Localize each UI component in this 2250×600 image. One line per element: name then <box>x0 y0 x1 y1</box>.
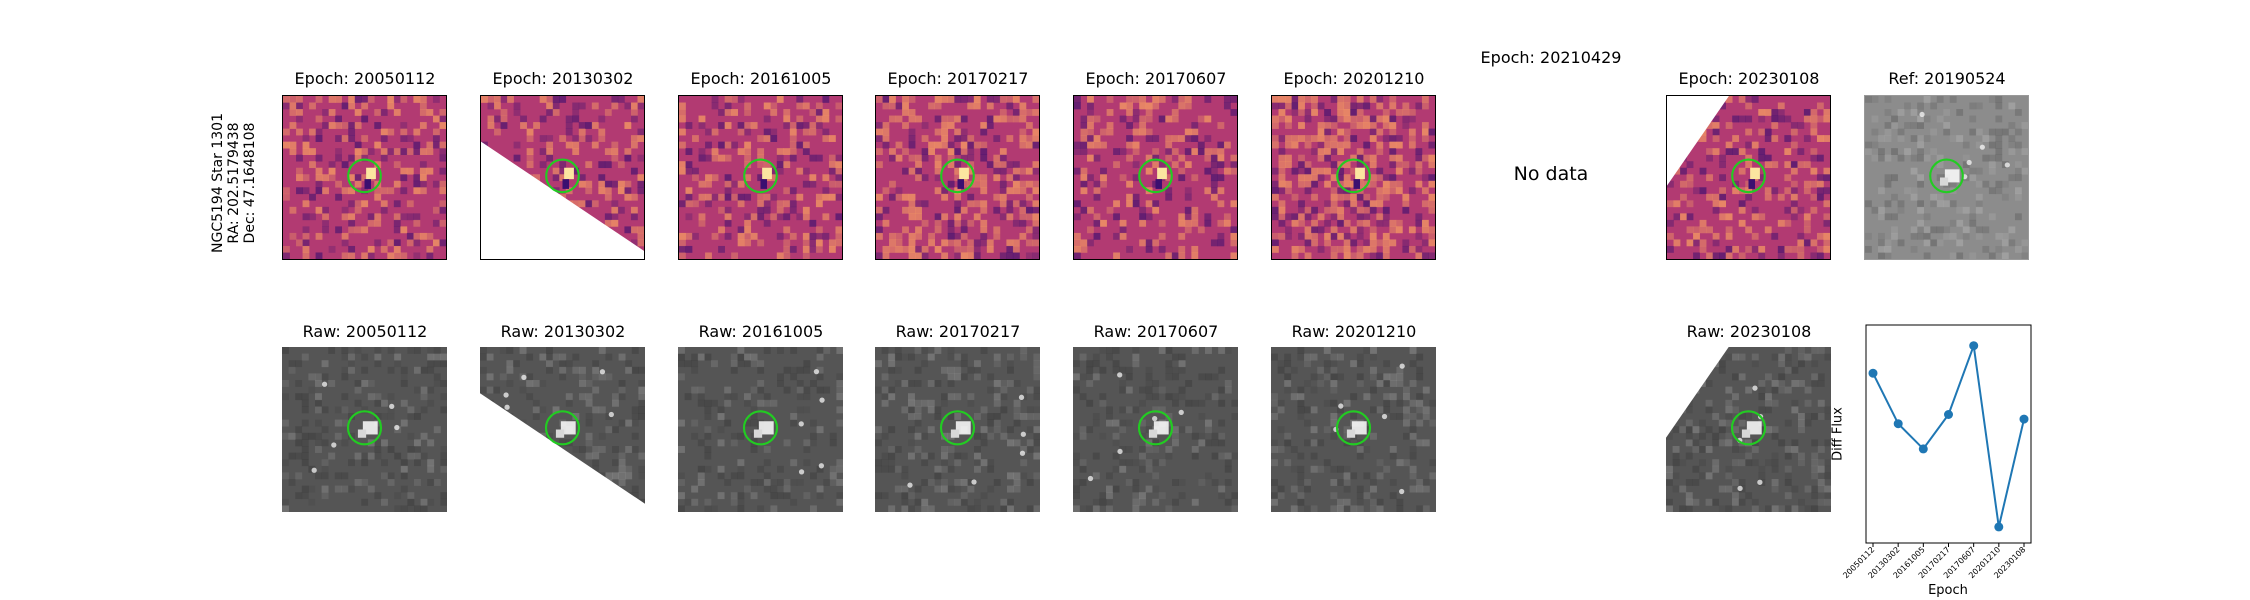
diff-image-20161005 <box>678 95 843 260</box>
raw-image-20170607 <box>1073 347 1238 512</box>
y-axis-label: Diff Flux <box>1830 407 1846 461</box>
raw-image-20161005 <box>678 347 843 512</box>
ref-image-20190524 <box>1864 95 2029 260</box>
title-raw-20161005: Raw: 20161005 <box>698 322 824 341</box>
x-axis-label: Epoch <box>1928 583 1968 598</box>
raw-image-20050112 <box>282 347 447 512</box>
star-ra: RA: 202.5179438 <box>226 122 242 244</box>
star-name: NGC5194 Star 1301 <box>210 113 226 253</box>
star-info-label: NGC5194 Star 1301 RA: 202.5179438 Dec: 4… <box>210 108 258 258</box>
diff-image-20050112 <box>282 95 447 260</box>
raw-image-20230108 <box>1666 347 1831 512</box>
plot-frame <box>1865 324 2032 544</box>
title-epoch-20130302: Epoch: 20130302 <box>492 69 634 88</box>
diff-flux-point <box>1969 341 1979 351</box>
diff-image-20201210 <box>1271 95 1436 260</box>
title-epoch-20050112: Epoch: 20050112 <box>294 69 436 88</box>
diff-flux-point <box>1994 522 2004 532</box>
title-raw-20201210: Raw: 20201210 <box>1291 322 1417 341</box>
title-epoch-20161005: Epoch: 20161005 <box>690 69 832 88</box>
title-ref-20190524: Ref: 20190524 <box>1888 69 2006 88</box>
diff-flux-plot: 2005011220130302201610052017021720170607… <box>1841 324 2032 580</box>
diff-image-20130302 <box>480 95 645 260</box>
no-data-label: No data <box>1513 163 1589 185</box>
diff-image-20230108 <box>1666 95 1831 260</box>
title-epoch-20230108: Epoch: 20230108 <box>1678 69 1820 88</box>
diff-image-20170217 <box>875 95 1040 260</box>
title-raw-20130302: Raw: 20130302 <box>500 322 626 341</box>
title-raw-20170217: Raw: 20170217 <box>895 322 1021 341</box>
raw-image-20201210 <box>1271 347 1436 512</box>
title-raw-20170607: Raw: 20170607 <box>1093 322 1219 341</box>
diff-flux-chart: 20050112 20130302 20161005 20170217 20170607… <box>1831 322 2032 598</box>
raw-image-20170217 <box>875 347 1040 512</box>
title-raw-20050112: Raw: 20050112 <box>302 322 428 341</box>
diff-flux-point <box>1944 410 1953 419</box>
diff-image-20170607 <box>1073 95 1238 260</box>
diff-flux-point <box>1918 444 1928 454</box>
title-epoch-20201210: Epoch: 20201210 <box>1283 69 1425 88</box>
diff-flux-point <box>1893 419 1903 429</box>
title-epoch-20170217: Epoch: 20170217 <box>887 69 1029 88</box>
diff-flux-point <box>2019 414 2029 424</box>
diff-flux-line <box>1872 345 2025 528</box>
title-epoch-20210429: Epoch: 20210429 <box>1480 48 1622 67</box>
star-dec: Dec: 47.1648108 <box>242 122 258 244</box>
raw-image-20130302 <box>480 347 645 512</box>
title-raw-20230108: Raw: 20230108 <box>1686 322 1812 341</box>
title-epoch-20170607: Epoch: 20170607 <box>1085 69 1227 88</box>
diff-flux-point <box>1868 368 1878 378</box>
